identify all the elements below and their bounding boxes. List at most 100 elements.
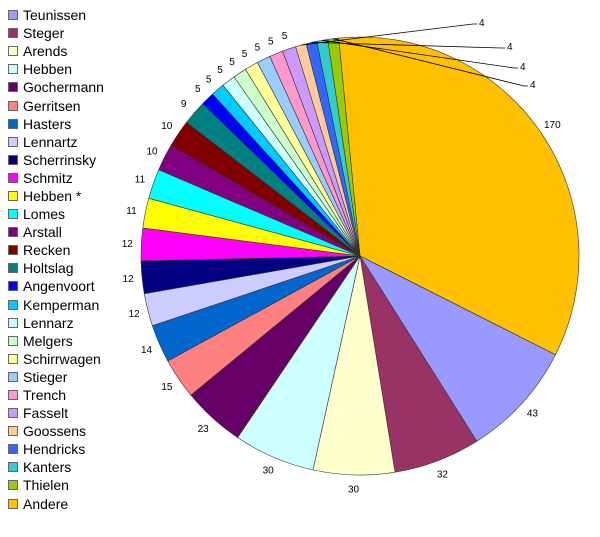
- legend-item-scherrinsky: Scherrinsky: [8, 151, 104, 169]
- legend-swatch: [8, 299, 18, 310]
- legend-label: Arends: [23, 43, 68, 60]
- legend-item-trench: Trench: [8, 386, 104, 404]
- data-label-schirrwagen: 5: [242, 49, 248, 60]
- legend-label: Hebben *: [23, 187, 82, 204]
- legend-label: Kemperman: [23, 296, 100, 313]
- data-label-goossens: 4: [479, 18, 485, 29]
- legend-item-hasters: Hasters: [8, 115, 104, 133]
- legend-label: Lomes: [23, 206, 66, 223]
- data-label-hebben: 11: [126, 206, 137, 217]
- legend-swatch: [8, 408, 18, 419]
- data-label-lomes: 11: [135, 175, 146, 186]
- legend-swatch: [8, 317, 18, 328]
- legend-label: Hendricks: [23, 441, 86, 458]
- legend-item-lennartz: Lennartz: [8, 133, 104, 151]
- legend-label: Teunissen: [23, 7, 87, 24]
- legend-swatch: [8, 480, 18, 491]
- legend-item-gochermann: Gochermann: [8, 78, 104, 96]
- data-label-gerritsen: 15: [161, 382, 173, 393]
- legend-swatch: [8, 353, 18, 364]
- legend-item-stieger: Stieger: [8, 368, 104, 386]
- legend-item-teunissen: Teunissen: [8, 6, 104, 24]
- legend-item-thielen: Thielen: [8, 476, 104, 494]
- data-label-lennartz: 12: [129, 309, 141, 320]
- legend-item-recken: Recken: [8, 241, 104, 259]
- data-label-scherrinsky: 12: [123, 274, 135, 285]
- legend-label: Andere: [23, 495, 69, 512]
- legend-swatch: [8, 498, 18, 509]
- legend-item-fasselt: Fasselt: [8, 404, 104, 422]
- legend-label: Holtslag: [23, 260, 74, 277]
- data-label-teunissen: 43: [527, 408, 539, 419]
- legend-label: Schmitz: [23, 169, 73, 186]
- legend-item-steger: Steger: [8, 24, 104, 42]
- legend-label: Arstall: [23, 224, 62, 241]
- data-label-melgers: 5: [229, 57, 235, 68]
- slice-teunissen: [359, 255, 556, 442]
- legend-item-angenvoort: Angenvoort: [8, 277, 104, 295]
- legend-item-gerritsen: Gerritsen: [8, 96, 104, 114]
- legend-swatch: [8, 100, 18, 111]
- legend-item-hendricks: Hendricks: [8, 440, 104, 458]
- legend-swatch: [8, 28, 18, 39]
- data-label-gochermann: 23: [198, 424, 210, 435]
- data-label-hasters: 14: [141, 345, 153, 356]
- legend-swatch: [8, 390, 18, 401]
- legend-swatch: [8, 136, 18, 147]
- data-label-kemperman: 5: [206, 74, 212, 85]
- data-label-arends: 30: [348, 484, 360, 495]
- data-label-thielen: 4: [530, 80, 536, 91]
- legend-swatch: [8, 154, 18, 165]
- legend-label: Kanters: [23, 459, 72, 476]
- legend-label: Trench: [23, 387, 67, 404]
- data-label-trench: 5: [268, 36, 274, 47]
- legend-item-hebben: Hebben *: [8, 187, 104, 205]
- legend-swatch: [8, 335, 18, 346]
- legend-swatch: [8, 281, 18, 292]
- slices: [140, 36, 580, 476]
- legend-item-lomes: Lomes: [8, 205, 104, 223]
- legend-label: Lennarz: [23, 314, 74, 331]
- legend-item-melgers: Melgers: [8, 332, 104, 350]
- data-label-lennarz: 5: [217, 65, 223, 76]
- legend-label: Hasters: [23, 115, 72, 132]
- legend-label: Thielen: [23, 477, 69, 494]
- legend-swatch: [8, 118, 18, 129]
- legend-item-goossens: Goossens: [8, 422, 104, 440]
- legend-label: Melgers: [23, 332, 73, 349]
- legend-label: Fasselt: [23, 405, 69, 422]
- legend-swatch: [8, 82, 18, 93]
- legend-label: Schirrwagen: [23, 350, 101, 367]
- data-label-holtslag: 9: [181, 99, 187, 110]
- legend-swatch: [8, 245, 18, 256]
- legend-item-kemperman: Kemperman: [8, 296, 104, 314]
- legend-label: Lennartz: [23, 133, 78, 150]
- legend-label: Angenvoort: [23, 278, 95, 295]
- data-label-schmitz: 12: [122, 239, 134, 250]
- data-label-kanters: 4: [520, 62, 526, 73]
- legend-item-hebben: Hebben: [8, 60, 104, 78]
- legend-swatch: [8, 444, 18, 455]
- legend-swatch: [8, 172, 18, 183]
- legend-label: Recken: [23, 242, 71, 259]
- legend-swatch: [8, 10, 18, 21]
- legend-label: Gerritsen: [23, 97, 81, 114]
- legend-item-schmitz: Schmitz: [8, 169, 104, 187]
- legend-swatch: [8, 46, 18, 57]
- legend-swatch: [8, 64, 18, 75]
- data-label-angenvoort: 5: [195, 84, 201, 95]
- legend-label: Steger: [23, 25, 65, 42]
- legend-item-lennarz: Lennarz: [8, 314, 104, 332]
- leader-line-kanters: [322, 39, 518, 69]
- slice-thielen: [327, 37, 361, 257]
- legend-swatch: [8, 263, 18, 274]
- legend-label: Stieger: [23, 368, 68, 385]
- legend-swatch: [8, 462, 18, 473]
- legend-label: Goossens: [23, 423, 87, 440]
- legend-item-andere: Andere: [8, 495, 104, 513]
- data-label-steger: 32: [437, 469, 449, 480]
- leader-line-thielen: [333, 38, 528, 87]
- legend-swatch: [8, 190, 18, 201]
- data-label-recken: 10: [161, 121, 173, 132]
